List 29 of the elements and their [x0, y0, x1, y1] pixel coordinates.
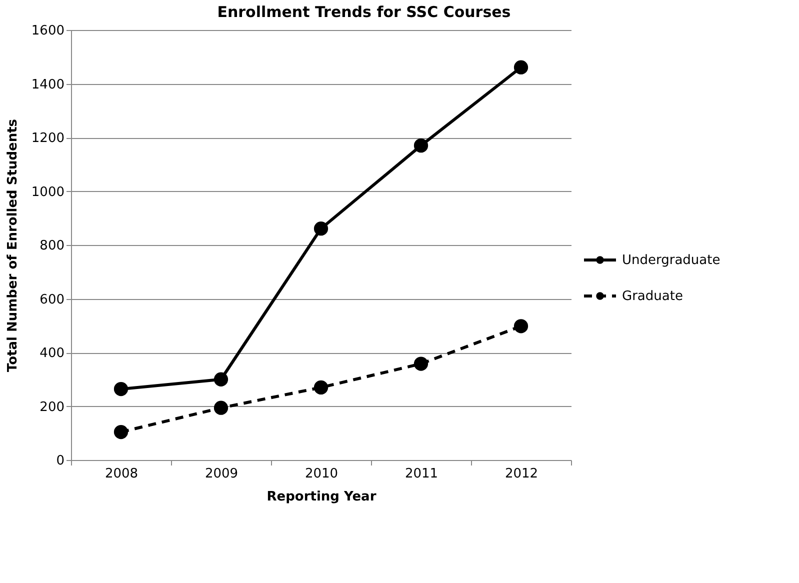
- point: [314, 222, 328, 236]
- legend-label: Graduate: [622, 289, 683, 304]
- x-tick-label: 2010: [304, 466, 338, 482]
- y-tick-label: 1400: [31, 77, 64, 92]
- y-axis-title: Total Number of Enrolled Students: [5, 118, 20, 372]
- y-tick-label: 600: [40, 292, 64, 308]
- point: [414, 356, 428, 371]
- legend-label: Undergraduate: [622, 253, 720, 268]
- point: [514, 319, 528, 334]
- chart-title: Enrollment Trends for SSC Courses: [217, 3, 511, 21]
- x-tick-label: 2008: [104, 466, 138, 482]
- point: [114, 382, 128, 396]
- y-tick-label: 200: [40, 400, 64, 415]
- point: [514, 60, 528, 74]
- y-tick-label: 0: [56, 454, 64, 468]
- y-tick-label: 1600: [31, 24, 64, 38]
- x-tick-label: 2012: [504, 466, 538, 482]
- point: [214, 400, 228, 415]
- y-tick-label: 800: [40, 238, 64, 254]
- point: [314, 380, 328, 394]
- point: [214, 372, 228, 386]
- x-tick-label: 2009: [204, 466, 238, 482]
- y-tick-label: 1200: [31, 131, 64, 146]
- point: [114, 424, 128, 440]
- y-tick-label: 1000: [31, 184, 64, 200]
- x-axis-title: Reporting Year: [266, 490, 377, 504]
- point: [414, 138, 428, 153]
- y-tick-label: 400: [40, 346, 64, 361]
- x-tick-label: 2011: [404, 466, 438, 482]
